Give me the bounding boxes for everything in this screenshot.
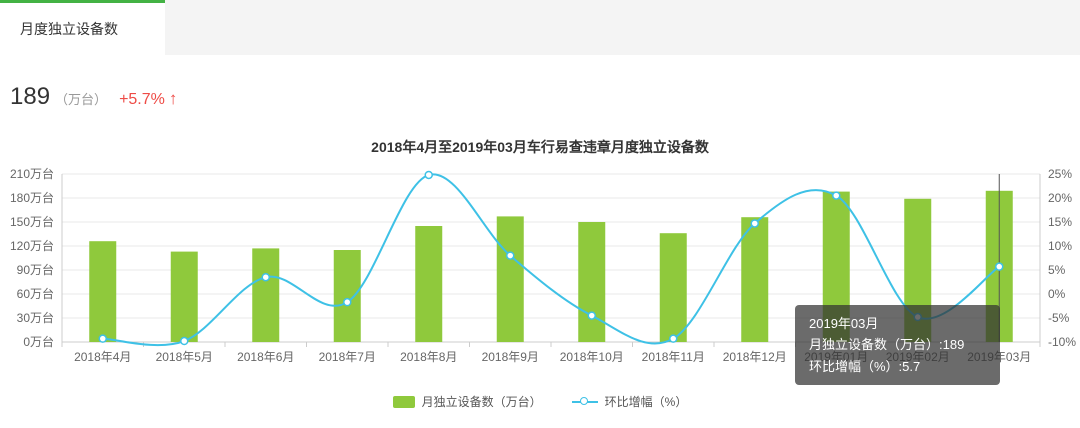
up-arrow-icon: ↑ xyxy=(168,89,178,108)
line-point[interactable] xyxy=(98,334,107,343)
bar[interactable] xyxy=(578,222,606,342)
svg-text:2018年8月: 2018年8月 xyxy=(400,350,457,364)
svg-text:210万台: 210万台 xyxy=(10,166,54,181)
line-point[interactable] xyxy=(506,251,515,260)
svg-text:-5%: -5% xyxy=(1048,311,1070,325)
svg-text:20%: 20% xyxy=(1048,191,1072,205)
line-point[interactable] xyxy=(424,170,433,180)
svg-text:0万台: 0万台 xyxy=(23,334,54,349)
svg-text:150万台: 150万台 xyxy=(10,214,54,229)
svg-text:25%: 25% xyxy=(1048,167,1072,181)
line-point[interactable] xyxy=(995,262,1004,271)
tab-label: 月度独立设备数 xyxy=(20,21,118,37)
line-point[interactable] xyxy=(832,191,841,200)
legend-item-line[interactable]: 环比增幅（%） xyxy=(571,393,688,410)
tab-monthly-devices[interactable]: 月度独立设备数 xyxy=(0,0,165,55)
svg-text:5%: 5% xyxy=(1048,263,1066,277)
svg-text:2018年4月: 2018年4月 xyxy=(74,350,131,364)
svg-text:2018年11月: 2018年11月 xyxy=(642,350,705,364)
svg-text:60万台: 60万台 xyxy=(17,286,54,301)
line-point[interactable] xyxy=(261,272,270,282)
line-point[interactable] xyxy=(750,219,759,228)
svg-text:2018年6月: 2018年6月 xyxy=(237,350,294,364)
chart-canvas[interactable]: 0万台30万台60万台90万台120万台150万台180万台210万台-10%-… xyxy=(0,160,1080,385)
bar[interactable] xyxy=(89,241,117,342)
bar[interactable] xyxy=(415,226,443,342)
svg-text:90万台: 90万台 xyxy=(17,262,54,277)
svg-text:2018年7月: 2018年7月 xyxy=(319,350,376,364)
stat-value: 189 xyxy=(10,83,51,110)
bar[interactable] xyxy=(822,191,850,342)
x-axis-labels: 2018年4月 2018年5月 2018年6月 2018年7月 2018年8月 2018年… xyxy=(74,350,1031,364)
svg-text:30万台: 30万台 xyxy=(17,310,54,325)
bar[interactable] xyxy=(170,251,198,342)
svg-text:2018年5月: 2018年5月 xyxy=(156,350,213,364)
tab-bar: 月度独立设备数 xyxy=(0,0,1080,55)
bar[interactable] xyxy=(659,233,687,342)
line-point[interactable] xyxy=(343,297,352,307)
y-axis-left-labels: 0万台 30万台 60万台 90万台 120万台 150万台 180万台 210万台 xyxy=(10,166,54,349)
bar[interactable] xyxy=(252,248,280,342)
line-points xyxy=(98,170,1004,346)
stat-unit: （万台） xyxy=(55,92,108,107)
line-point[interactable] xyxy=(180,336,189,346)
legend-item-bar[interactable]: 月独立设备数（万台） xyxy=(392,393,542,410)
bar[interactable] xyxy=(333,250,361,342)
svg-text:2018年10月: 2018年10月 xyxy=(560,350,624,364)
stats-row: 189 （万台） +5.7% ↑ xyxy=(10,83,1080,113)
grid-lines xyxy=(62,173,1040,343)
bar[interactable] xyxy=(496,216,524,342)
svg-text:2019年02月: 2019年02月 xyxy=(886,350,950,364)
svg-text:15%: 15% xyxy=(1048,215,1072,229)
svg-text:2019年01月: 2019年01月 xyxy=(804,350,868,364)
svg-text:-10%: -10% xyxy=(1048,335,1076,349)
line-point[interactable] xyxy=(669,334,678,343)
chart-area: 0万台 30万台 60万台 90万台 120万台 150万台 180万台 210万台 -10% -… xyxy=(0,160,1080,386)
legend-bar-label: 月独立设备数（万台） xyxy=(421,395,542,409)
svg-text:10%: 10% xyxy=(1048,239,1072,253)
line-point[interactable] xyxy=(913,312,922,322)
svg-text:2018年9月: 2018年9月 xyxy=(482,350,539,364)
svg-text:120万台: 120万台 xyxy=(10,238,54,253)
bar[interactable] xyxy=(741,217,769,342)
line-point[interactable] xyxy=(587,311,596,320)
svg-text:0%: 0% xyxy=(1048,287,1066,301)
line-swatch-icon xyxy=(571,396,598,408)
chart-title: 2018年4月至2019年03月车行易查违章月度独立设备数 xyxy=(371,139,709,155)
svg-text:2018年12月: 2018年12月 xyxy=(723,350,787,364)
chart-legend: 月独立设备数（万台） 环比增幅（%） xyxy=(0,393,1080,410)
svg-text:2019年03月: 2019年03月 xyxy=(967,350,1031,364)
growth-line xyxy=(102,173,1000,347)
legend-line-label: 环比增幅（%） xyxy=(604,395,688,409)
x-axis-ticks xyxy=(61,342,1041,347)
bar-series xyxy=(89,190,1013,342)
svg-text:180万台: 180万台 xyxy=(10,190,54,205)
bar-swatch-icon xyxy=(392,395,415,408)
y-axis-right-labels: -10% -5% 0% 5% 10% 15% 20% 25% xyxy=(1048,167,1076,349)
stat-delta: +5.7% xyxy=(119,91,165,108)
